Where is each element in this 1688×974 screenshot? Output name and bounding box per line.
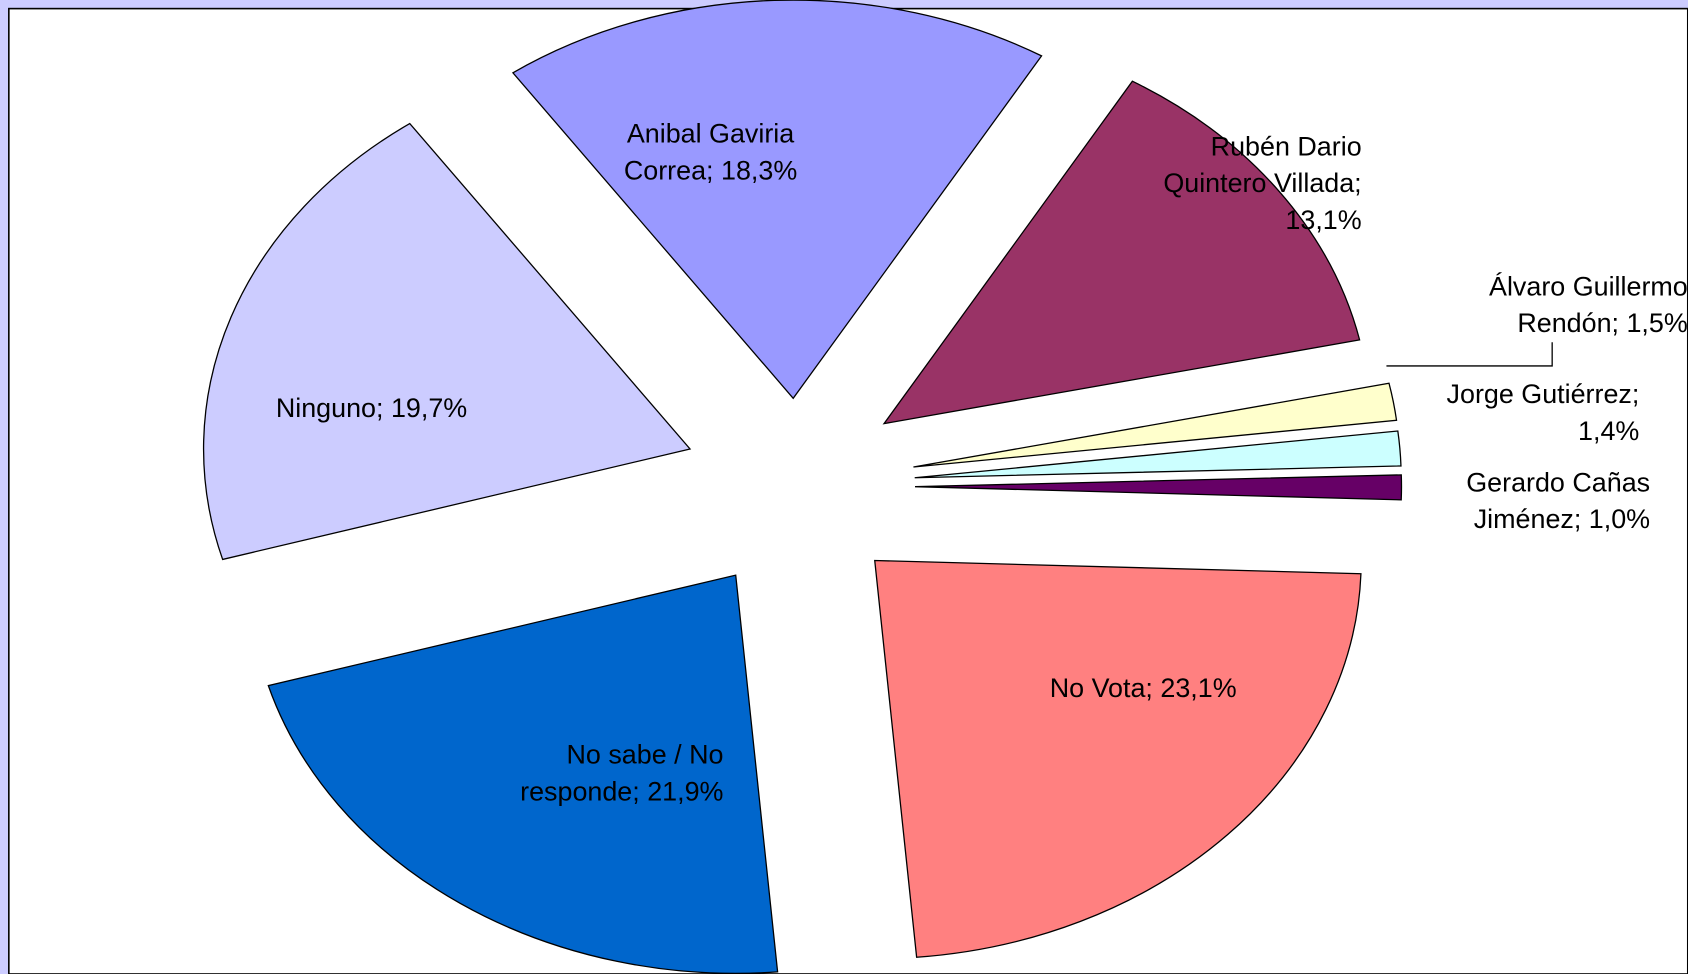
data-label: No Vota; 23,1% [1050,673,1237,703]
data-label: No sabe / No [567,740,724,770]
data-label: Ninguno; 19,7% [276,393,467,423]
pie-slice [913,382,1398,468]
data-label: Rubén Dario [1211,132,1362,162]
pie-slice [874,559,1362,958]
data-label: responde; 21,9% [520,776,723,806]
pie-slice [267,574,779,974]
labels: Rubén Dario Quintero Villada; 13,1% Álvaro … [276,119,1688,807]
data-label: Gerardo Cañas [1466,467,1650,497]
pie-slice [203,122,692,561]
pie-slice [915,474,1403,501]
data-label: Correa; 18,3% [624,155,797,185]
data-label: 1,4% [1578,416,1639,446]
data-label: Rendón; 1,5% [1517,308,1687,338]
data-label: 13,1% [1285,205,1361,235]
pie-slice [511,0,1043,400]
pie-slice [914,430,1402,479]
slices [203,0,1403,974]
leader-line [1386,342,1553,367]
data-label: Anibal Gaviria [627,119,794,149]
data-label: Jorge Gutiérrez; [1447,379,1640,409]
data-label: Álvaro Guillermo [1489,272,1688,302]
pie-slice [882,80,1361,425]
data-label: Jiménez; 1,0% [1474,504,1650,534]
data-label: Quintero Villada; [1163,168,1361,198]
